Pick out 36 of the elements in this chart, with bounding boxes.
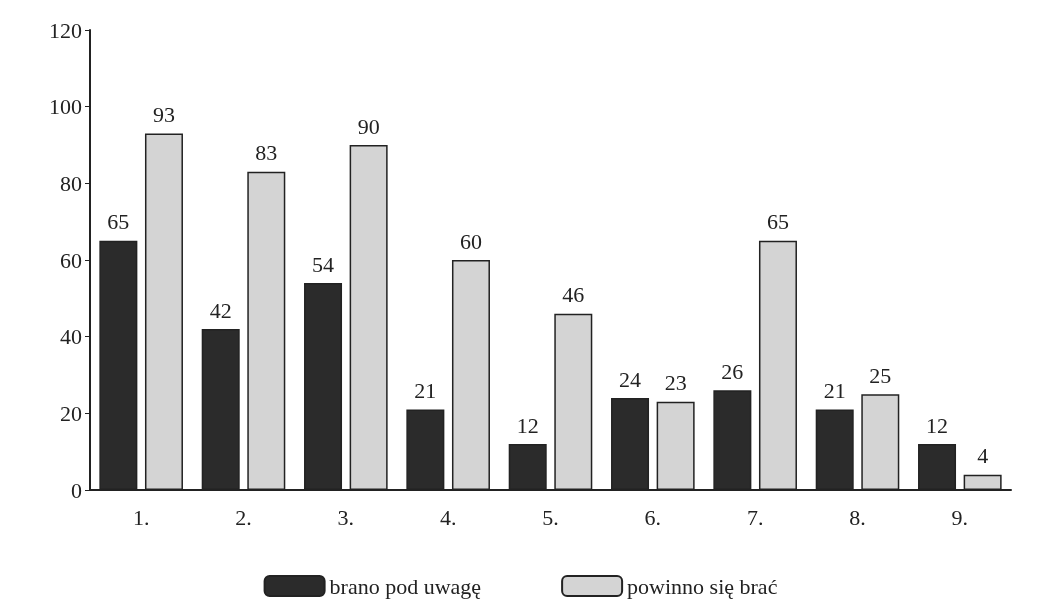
x-tick-label: 4.	[439, 504, 457, 530]
data-label: 90	[357, 113, 380, 139]
data-label: 24	[619, 366, 642, 392]
x-tick-label: 6.	[644, 504, 662, 530]
y-tick-label: 60	[60, 247, 82, 273]
x-tick-label: 8.	[849, 504, 866, 530]
x-tick-label: 2.	[235, 504, 252, 530]
data-label: 12	[516, 412, 539, 438]
data-label: 46	[562, 282, 585, 308]
x-tick-label: 5.	[542, 504, 559, 530]
y-tick-label: 80	[60, 170, 82, 196]
data-label: 23	[664, 370, 687, 396]
data-label: 12	[926, 412, 949, 438]
x-tick-label: 7.	[746, 504, 764, 530]
data-label: 93	[152, 102, 175, 127]
data-label: 25	[869, 362, 892, 388]
data-label: 4	[977, 443, 989, 469]
data-label: 26	[721, 358, 744, 384]
data-label: 21	[823, 378, 846, 403]
y-tick-label: 100	[49, 94, 82, 120]
data-label: 83	[255, 140, 278, 166]
x-tick-label: 3.	[337, 504, 355, 530]
y-tick-label: 120	[49, 17, 82, 43]
y-tick-label: 0	[71, 477, 82, 503]
data-label: 42	[209, 297, 232, 323]
legend-label: brano pod uwagę	[329, 573, 482, 599]
legend-label: powinno się brać	[627, 573, 778, 599]
data-label: 54	[312, 251, 335, 277]
y-tick-label: 20	[60, 400, 82, 426]
data-label: 60	[459, 228, 482, 254]
x-tick-label: 1.	[132, 504, 150, 530]
data-label: 65	[107, 209, 130, 235]
data-label: 65	[766, 209, 789, 235]
data-label: 21	[414, 378, 437, 403]
y-tick-label: 40	[60, 324, 82, 350]
x-tick-label: 9.	[951, 504, 969, 530]
